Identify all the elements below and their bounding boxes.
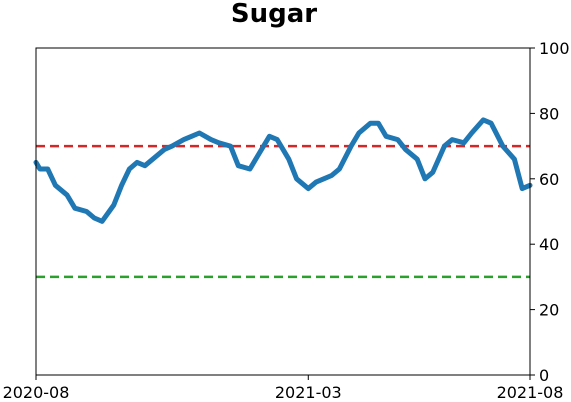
y-tick-label: 40 (539, 235, 559, 254)
series-line (33, 117, 533, 224)
axes-frame (35, 47, 531, 376)
y-tick-label: 0 (539, 366, 549, 385)
chart-title: Sugar (231, 0, 317, 29)
x-tick-label: 2020-08 (3, 383, 70, 402)
x-tick-label: 2021-03 (275, 383, 342, 402)
y-tick-label: 20 (539, 301, 559, 320)
y-tick-label: 80 (539, 104, 559, 123)
plot-area: 0 20 40 60 80 100 2020-08 2021-03 2021-08 (3, 39, 570, 402)
y-tick-label: 100 (539, 39, 570, 58)
y-tick-label: 60 (539, 170, 559, 189)
x-tick-label: 2021-08 (497, 383, 564, 402)
